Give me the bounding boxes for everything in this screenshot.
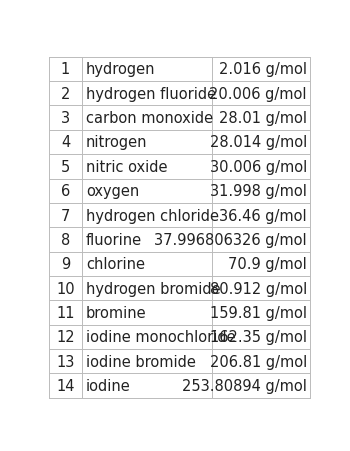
- Text: 3: 3: [61, 111, 70, 126]
- Text: 10: 10: [56, 281, 75, 296]
- Text: 6: 6: [61, 184, 70, 199]
- Text: iodine bromide: iodine bromide: [86, 354, 196, 369]
- Text: 1: 1: [61, 62, 70, 77]
- Text: oxygen: oxygen: [86, 184, 139, 199]
- Text: nitric oxide: nitric oxide: [86, 160, 167, 175]
- Text: chlorine: chlorine: [86, 257, 145, 272]
- Text: iodine monochloride: iodine monochloride: [86, 330, 236, 345]
- Text: 253.80894 g/mol: 253.80894 g/mol: [182, 378, 307, 393]
- Text: hydrogen chloride: hydrogen chloride: [86, 208, 219, 223]
- Text: hydrogen bromide: hydrogen bromide: [86, 281, 220, 296]
- Text: 80.912 g/mol: 80.912 g/mol: [210, 281, 307, 296]
- Text: 8: 8: [61, 232, 70, 248]
- Text: hydrogen: hydrogen: [86, 62, 155, 77]
- Text: iodine: iodine: [86, 378, 131, 393]
- Text: 7: 7: [61, 208, 70, 223]
- Text: 13: 13: [56, 354, 75, 369]
- Text: 4: 4: [61, 135, 70, 150]
- Text: 70.9 g/mol: 70.9 g/mol: [228, 257, 307, 272]
- Text: 2.016 g/mol: 2.016 g/mol: [219, 62, 307, 77]
- Text: 5: 5: [61, 160, 70, 175]
- Text: 2: 2: [61, 87, 70, 101]
- Text: 20.006 g/mol: 20.006 g/mol: [209, 87, 307, 101]
- Text: 162.35 g/mol: 162.35 g/mol: [210, 330, 307, 345]
- Text: 28.01 g/mol: 28.01 g/mol: [219, 111, 307, 126]
- Text: 159.81 g/mol: 159.81 g/mol: [210, 305, 307, 320]
- Text: hydrogen fluoride: hydrogen fluoride: [86, 87, 216, 101]
- Text: carbon monoxide: carbon monoxide: [86, 111, 213, 126]
- Text: 31.998 g/mol: 31.998 g/mol: [210, 184, 307, 199]
- Text: 12: 12: [56, 330, 75, 345]
- Text: 11: 11: [56, 305, 75, 320]
- Text: fluorine: fluorine: [86, 232, 142, 248]
- Text: nitrogen: nitrogen: [86, 135, 147, 150]
- Text: bromine: bromine: [86, 305, 146, 320]
- Text: 28.014 g/mol: 28.014 g/mol: [210, 135, 307, 150]
- Text: 36.46 g/mol: 36.46 g/mol: [219, 208, 307, 223]
- Text: 37.996806326 g/mol: 37.996806326 g/mol: [154, 232, 307, 248]
- Text: 14: 14: [56, 378, 75, 393]
- Text: 30.006 g/mol: 30.006 g/mol: [210, 160, 307, 175]
- Text: 206.81 g/mol: 206.81 g/mol: [210, 354, 307, 369]
- Text: 9: 9: [61, 257, 70, 272]
